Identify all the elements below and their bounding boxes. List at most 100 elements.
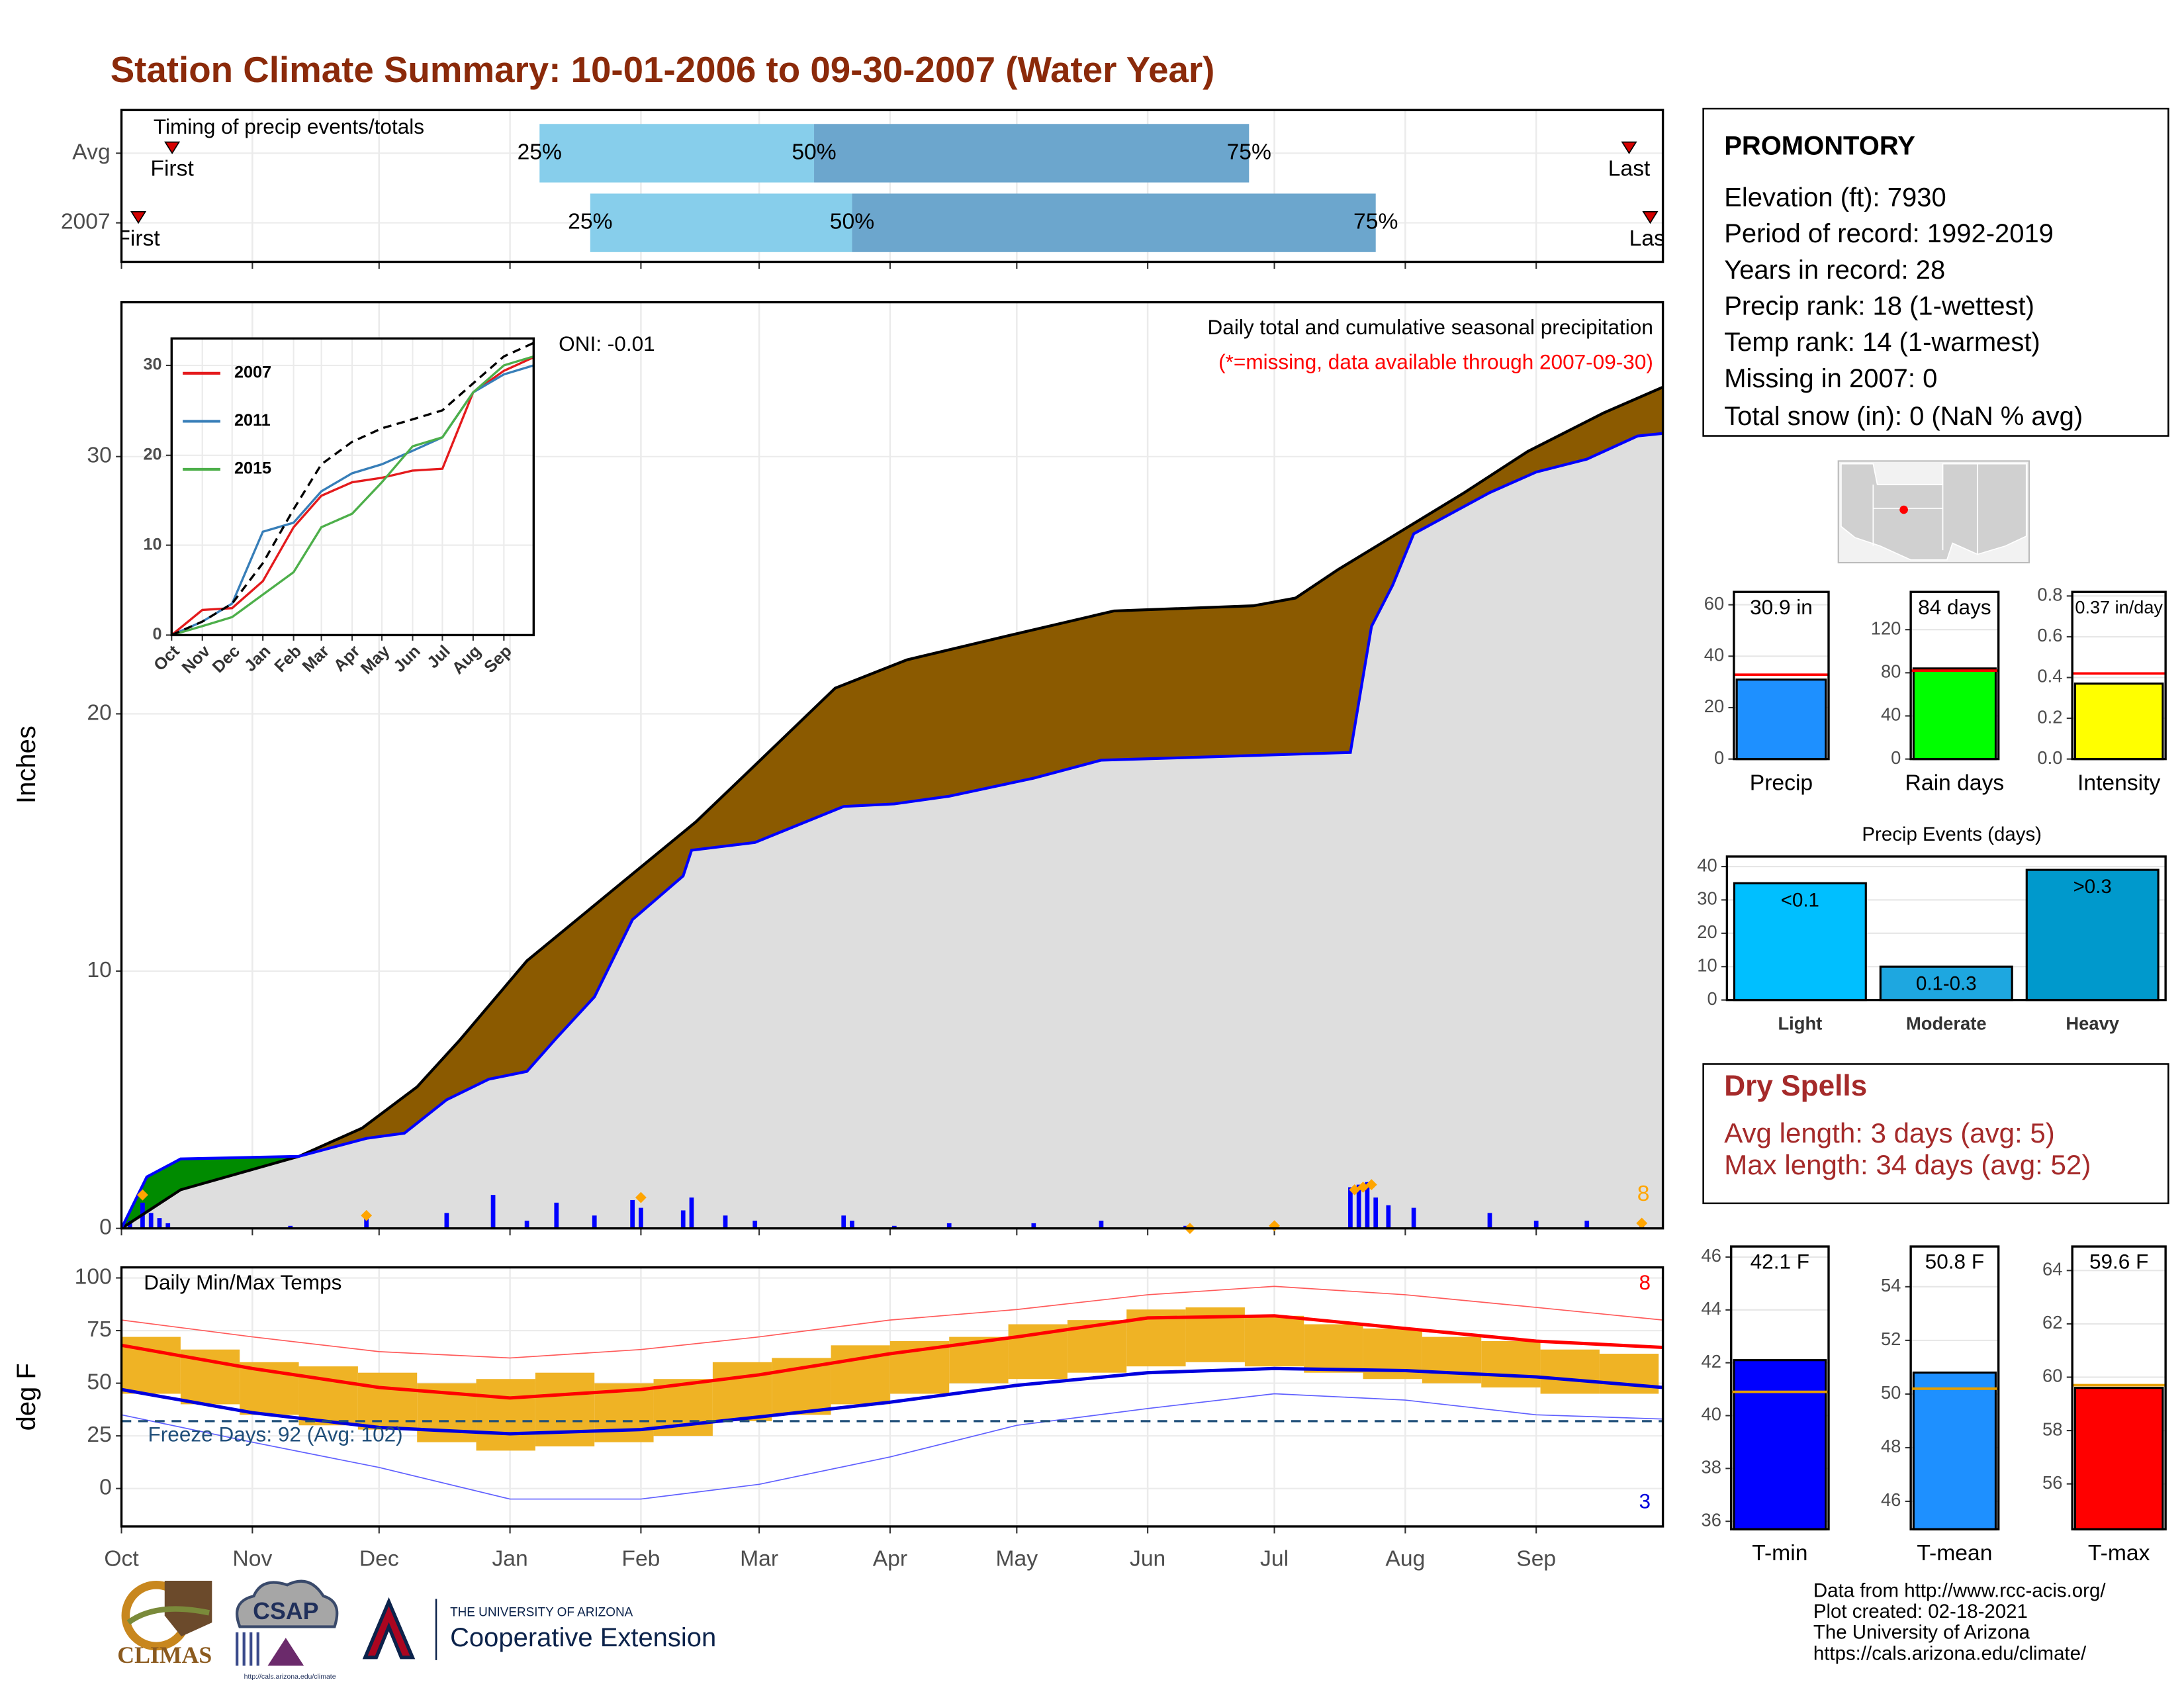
daily-bar: [1411, 1207, 1416, 1229]
daily-bar: [723, 1215, 728, 1229]
daily-bar: [364, 1218, 369, 1229]
y-tick-label: 0: [153, 625, 162, 643]
y-tick-label: 0.6: [2037, 625, 2062, 645]
daily-bar: [165, 1223, 171, 1229]
logo-url: http://cals.arizona.edu/climate: [244, 1673, 336, 1681]
logo-swoosh: [126, 1606, 210, 1625]
x-tick-label: May: [996, 1546, 1038, 1571]
y-tick-label: 64: [2042, 1259, 2062, 1280]
y-tick-label: 80: [1881, 661, 1901, 682]
y-tick-label: 48: [1881, 1436, 1901, 1456]
daily-range: [1540, 1349, 1600, 1394]
annotation: Daily Min/Max Temps: [144, 1270, 341, 1294]
annotation: Daily total and cumulative seasonal prec…: [1208, 315, 1653, 339]
station-line: Elevation (ft): 7930: [1724, 183, 1946, 212]
series-line: [171, 355, 534, 637]
daily-bar: [946, 1223, 952, 1229]
logo-text: CLIMAS: [117, 1642, 212, 1668]
y-tick-label: 10: [143, 535, 161, 553]
x-tick-label: Jan: [492, 1546, 527, 1571]
x-tick-label: Nov: [232, 1546, 272, 1571]
percent-label: 75%: [1227, 140, 1271, 164]
y-tick-label: 36: [1702, 1509, 1721, 1530]
daily-range: [1244, 1315, 1304, 1367]
avg-min-line: [121, 1366, 1663, 1436]
bar: [1879, 965, 2013, 1002]
daily-bar: [1373, 1197, 1379, 1229]
map-states: [1841, 463, 2027, 561]
plot-frame: [1730, 1245, 1830, 1530]
locator-map: [1837, 460, 2030, 564]
timing-label: Last: [1629, 226, 1672, 251]
dry-spells-box: [1702, 1063, 2169, 1205]
x-tick-label: Jun: [1130, 1546, 1165, 1571]
y-tick-label: 42: [1702, 1351, 1721, 1372]
station-line: Missing in 2007: 0: [1724, 364, 1937, 393]
y-tick-label: 10: [87, 958, 111, 982]
logo-mountain: [267, 1638, 304, 1666]
y-tick-label: 0.2: [2037, 706, 2062, 727]
y-tick-label: 40: [1881, 704, 1901, 725]
plot-frame: [1909, 1245, 2000, 1530]
y-tick-label: 40: [1702, 1404, 1721, 1425]
daily-range: [1304, 1324, 1363, 1373]
category-label: Heavy: [2066, 1013, 2119, 1034]
bar: [539, 124, 815, 183]
percent-label: 25%: [568, 210, 612, 234]
daily-range: [1422, 1336, 1482, 1383]
extreme-marker: [1365, 1179, 1377, 1191]
bar: [2025, 868, 2160, 1002]
daily-bar: [841, 1215, 846, 1229]
daily-bar: [444, 1213, 449, 1229]
y-tick-label: 100: [75, 1264, 112, 1289]
average-line: [120, 385, 1664, 1230]
daily-range: [1481, 1340, 1541, 1387]
value-label: 30.9 in: [1750, 595, 1813, 619]
extreme-marker: [635, 1192, 647, 1203]
daily-bar: [680, 1210, 686, 1229]
y-tick-label: 44: [1702, 1298, 1721, 1319]
plot-frame: [120, 1266, 1664, 1528]
station-line: Temp rank: 14 (1-warmest): [1724, 328, 2040, 357]
daily-bar: [639, 1207, 643, 1229]
y-tick-label: 46: [1881, 1489, 1901, 1510]
footer-line: https://cals.arizona.edu/climate/: [1813, 1642, 2087, 1664]
value-label: 42.1 F: [1751, 1250, 1809, 1274]
y-tick-label: 25: [87, 1423, 111, 1447]
plot-frame: [2071, 1245, 2167, 1530]
y-tick-label: Avg: [72, 140, 110, 164]
station-line: Total snow (in): 0 (NaN % avg): [1724, 402, 2083, 431]
series-line: [171, 342, 535, 636]
daily-bar: [1487, 1213, 1492, 1229]
bar: [814, 124, 1250, 183]
daily-bar: [592, 1215, 597, 1229]
station-location: [1899, 505, 1908, 514]
y-tick-label: 30: [143, 355, 161, 374]
daily-bar: [490, 1195, 496, 1229]
value-label: 0.37 in/day: [2075, 597, 2163, 618]
page-title: Station Climate Summary: 10-01-2006 to 0…: [111, 49, 1215, 90]
y-tick-label: 62: [2042, 1312, 2062, 1333]
plot-frame: [170, 337, 535, 637]
daily-range: [535, 1372, 595, 1447]
y-tick-label: 0: [1707, 988, 1717, 1009]
dry-spells-line: Avg length: 3 days (avg: 5): [1724, 1117, 2055, 1149]
category-label: T-max: [2088, 1541, 2150, 1566]
y-tick-label: 60: [1704, 593, 1724, 614]
footer-line: The University of Arizona: [1813, 1622, 2030, 1644]
daily-bar: [891, 1225, 897, 1229]
category-label: Moderate: [1906, 1013, 1987, 1034]
station-line: Period of record: 1992-2019: [1724, 219, 2054, 248]
observed-line: [120, 432, 1663, 1229]
y-tick-label: 56: [2042, 1472, 2062, 1493]
percent-label: 50%: [792, 140, 836, 164]
y-tick-label: 52: [1881, 1329, 1901, 1349]
extreme-marker: [1357, 1182, 1369, 1193]
bar: [1912, 1371, 1997, 1530]
logo-text: CSAP: [253, 1598, 318, 1624]
category-label: T-min: [1752, 1541, 1807, 1566]
percent-label: 25%: [518, 140, 562, 164]
extreme-marker: [137, 1189, 148, 1201]
timing-label: First: [150, 157, 194, 181]
x-tick-label: Sep: [1516, 1546, 1556, 1571]
